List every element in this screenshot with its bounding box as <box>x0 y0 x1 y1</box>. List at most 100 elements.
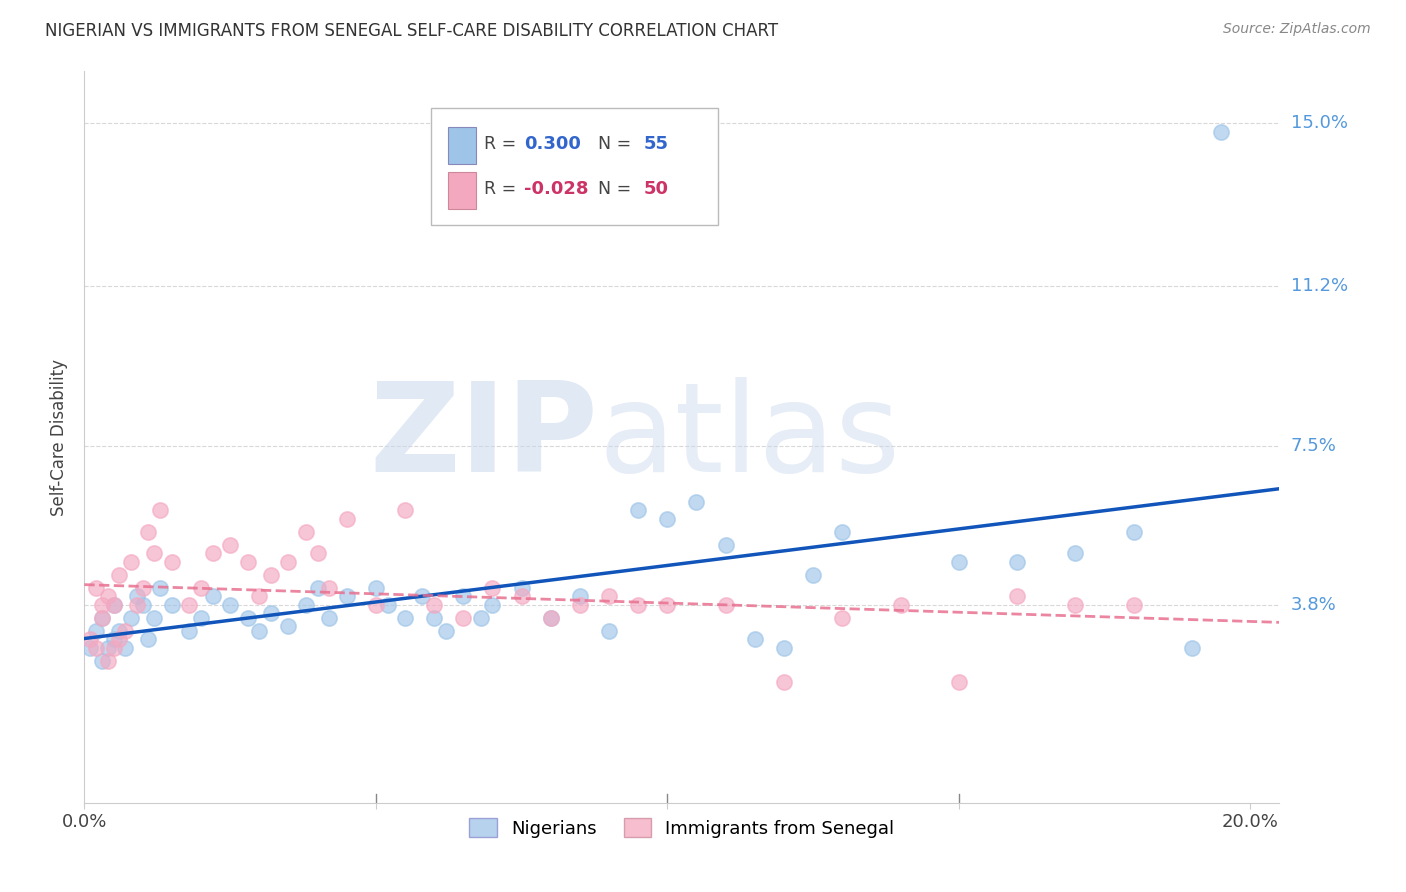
Point <box>1211 125 1233 139</box>
Point <box>201 589 224 603</box>
Point <box>143 611 166 625</box>
Point <box>470 611 492 625</box>
Point <box>190 581 212 595</box>
Point <box>423 598 446 612</box>
Point <box>179 598 201 612</box>
Point <box>149 503 172 517</box>
Point <box>1005 589 1028 603</box>
FancyBboxPatch shape <box>432 108 718 225</box>
Point <box>131 598 153 612</box>
Point <box>125 598 148 612</box>
Point <box>277 619 299 633</box>
Point <box>364 598 387 612</box>
Point <box>236 611 259 625</box>
Point <box>125 589 148 603</box>
Text: NIGERIAN VS IMMIGRANTS FROM SENEGAL SELF-CARE DISABILITY CORRELATION CHART: NIGERIAN VS IMMIGRANTS FROM SENEGAL SELF… <box>45 22 778 40</box>
Point <box>236 555 259 569</box>
Point <box>657 512 679 526</box>
Point <box>1122 598 1144 612</box>
Point <box>627 598 650 612</box>
Point <box>377 598 399 612</box>
Text: Source: ZipAtlas.com: Source: ZipAtlas.com <box>1223 22 1371 37</box>
Point <box>1064 546 1087 560</box>
Text: atlas: atlas <box>599 376 900 498</box>
Text: 50: 50 <box>644 180 669 198</box>
Point <box>97 654 120 668</box>
Legend: Nigerians, Immigrants from Senegal: Nigerians, Immigrants from Senegal <box>463 811 901 845</box>
Point <box>801 567 824 582</box>
Point <box>260 567 283 582</box>
Text: 7.5%: 7.5% <box>1291 437 1337 455</box>
Point <box>247 624 270 638</box>
Point <box>394 503 416 517</box>
Point <box>318 611 340 625</box>
Text: -0.028: -0.028 <box>524 180 589 198</box>
Point <box>657 598 679 612</box>
Point <box>714 538 737 552</box>
Point <box>190 611 212 625</box>
Point <box>540 611 562 625</box>
Point <box>364 581 387 595</box>
Point <box>453 589 475 603</box>
Point <box>744 632 766 647</box>
Point <box>773 640 796 655</box>
Y-axis label: Self-Care Disability: Self-Care Disability <box>51 359 69 516</box>
Point <box>277 555 299 569</box>
Point <box>103 598 125 612</box>
Point <box>84 640 107 655</box>
Point <box>90 611 112 625</box>
Point <box>79 632 101 647</box>
Point <box>138 632 160 647</box>
Text: 3.8%: 3.8% <box>1291 596 1336 614</box>
Point <box>714 598 737 612</box>
Point <box>108 567 131 582</box>
FancyBboxPatch shape <box>447 127 477 163</box>
Text: N =: N = <box>599 180 637 198</box>
Point <box>540 611 562 625</box>
Point <box>90 611 112 625</box>
Point <box>1122 524 1144 539</box>
Point <box>120 611 142 625</box>
Text: R =: R = <box>484 135 522 153</box>
Point <box>120 555 142 569</box>
Point <box>160 555 183 569</box>
Point <box>295 524 318 539</box>
Point <box>831 524 853 539</box>
Point <box>948 555 970 569</box>
Point <box>79 640 101 655</box>
Text: 15.0%: 15.0% <box>1291 114 1347 132</box>
Point <box>481 581 503 595</box>
Point <box>201 546 224 560</box>
Point <box>1181 640 1204 655</box>
Text: ZIP: ZIP <box>370 376 599 498</box>
Point <box>336 589 359 603</box>
Point <box>247 589 270 603</box>
Point <box>307 581 329 595</box>
Point <box>103 598 125 612</box>
Point <box>131 581 153 595</box>
Point <box>108 624 131 638</box>
Point <box>510 589 533 603</box>
Point <box>143 546 166 560</box>
Point <box>103 632 125 647</box>
Point <box>411 589 433 603</box>
Text: 55: 55 <box>644 135 669 153</box>
Point <box>160 598 183 612</box>
Point <box>948 675 970 690</box>
Text: 0.300: 0.300 <box>524 135 581 153</box>
Point <box>1005 555 1028 569</box>
Point <box>627 503 650 517</box>
Point <box>318 581 340 595</box>
Point <box>434 624 457 638</box>
Point <box>114 640 136 655</box>
Point <box>510 581 533 595</box>
Point <box>97 640 120 655</box>
Point <box>307 546 329 560</box>
Point <box>90 598 112 612</box>
Text: N =: N = <box>599 135 637 153</box>
Point <box>90 654 112 668</box>
Point <box>773 675 796 690</box>
Point <box>84 624 107 638</box>
Point <box>138 524 160 539</box>
Point <box>831 611 853 625</box>
